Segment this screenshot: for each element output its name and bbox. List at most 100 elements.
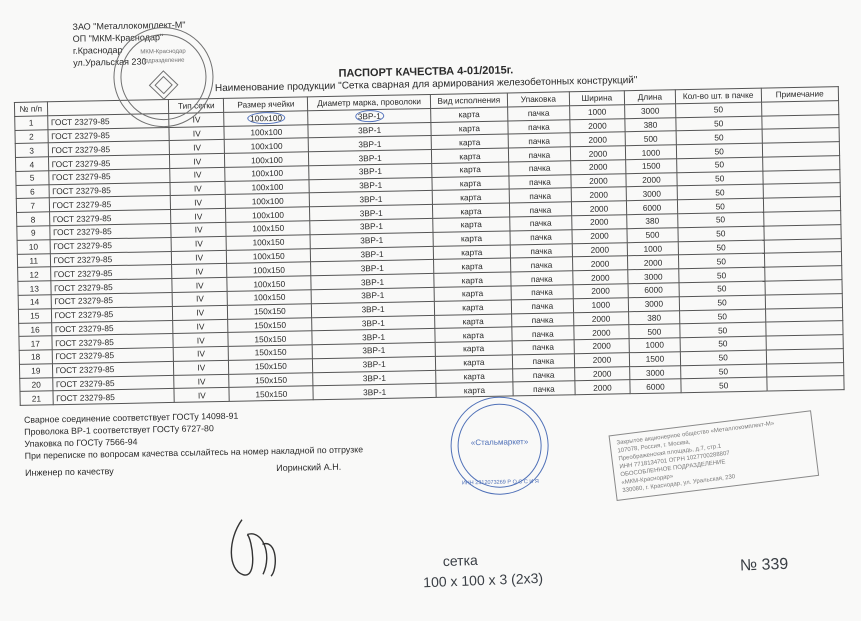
table-cell: 9 — [17, 226, 50, 240]
table-cell: 2000 — [626, 172, 677, 187]
table-cell: карта — [431, 148, 508, 163]
table-cell: 3ВР-1 — [313, 384, 436, 400]
table-cell: IV — [170, 167, 225, 182]
table-cell: карта — [432, 189, 509, 204]
table-cell: 10 — [17, 240, 50, 254]
table-cell: 2000 — [571, 173, 626, 188]
table-cell: 2000 — [573, 311, 628, 326]
table-cell: карта — [433, 231, 510, 246]
table-cell: пачка — [508, 133, 570, 148]
table-cell: 8 — [17, 212, 50, 226]
col-header: Примечание — [761, 87, 839, 102]
table-cell: карта — [431, 121, 508, 136]
table-cell: IV — [173, 319, 228, 334]
table-cell: пачка — [510, 230, 572, 245]
table-cell: 380 — [625, 117, 676, 132]
table-cell: 500 — [629, 324, 680, 339]
col-header: Тип сетки — [169, 98, 224, 113]
table-cell: 16 — [19, 322, 52, 336]
table-cell: ГОСТ 23279-85 — [53, 389, 175, 405]
table-cell: пачка — [510, 216, 572, 231]
table-cell — [766, 348, 844, 363]
table-cell — [761, 114, 839, 129]
table-cell: 1500 — [629, 352, 680, 367]
table-cell: карта — [432, 203, 509, 218]
table-cell: 2000 — [572, 256, 627, 271]
table-cell: карта — [436, 382, 513, 397]
table-cell: 2000 — [573, 270, 628, 285]
table-cell — [764, 238, 842, 253]
table-cell: 14 — [18, 295, 51, 309]
table-cell: 20 — [20, 377, 53, 391]
handwriting-1: сетка — [443, 552, 479, 569]
table-cell: 15 — [18, 309, 51, 323]
table-cell: 500 — [627, 228, 678, 243]
table-cell: пачка — [508, 106, 570, 121]
table-cell: карта — [434, 286, 511, 301]
table-cell: карта — [435, 369, 512, 384]
table-cell: 2 — [15, 129, 48, 143]
table-cell: 13 — [18, 281, 51, 295]
table-cell: пачка — [510, 243, 572, 258]
table-cell: IV — [174, 374, 229, 389]
table-cell: карта — [431, 134, 508, 149]
table-cell — [763, 197, 841, 212]
table-cell: карта — [432, 176, 509, 191]
table-cell: IV — [172, 264, 227, 279]
table-cell: 2000 — [573, 284, 628, 299]
table-cell: 500 — [625, 131, 676, 146]
table-cell: 3000 — [625, 104, 676, 119]
table-cell: 6000 — [628, 283, 679, 298]
table-cell: карта — [434, 313, 511, 328]
table-cell: карта — [432, 162, 509, 177]
table-cell: пачка — [509, 202, 571, 217]
table-cell: 2000 — [570, 146, 625, 161]
table-cell — [762, 142, 840, 157]
table-cell: 2000 — [570, 118, 625, 133]
table-cell: 18 — [19, 350, 52, 364]
table-cell: 21 — [20, 391, 53, 405]
table-cell: 3 — [15, 143, 48, 157]
table-cell — [765, 307, 843, 322]
table-cell: 3000 — [626, 186, 677, 201]
table-cell: IV — [170, 154, 225, 169]
table-cell: пачка — [512, 312, 574, 327]
table-cell: IV — [172, 305, 227, 320]
table-cell: 380 — [627, 214, 678, 229]
table-cell — [764, 252, 842, 267]
table-cell: 2000 — [574, 339, 629, 354]
table-cell: 2000 — [574, 353, 629, 368]
table-cell: IV — [170, 195, 225, 210]
table-cell: IV — [169, 126, 224, 141]
table-cell: 19 — [19, 364, 52, 378]
table-cell: IV — [174, 360, 229, 375]
table-cell: карта — [430, 107, 507, 122]
table-cell: пачка — [513, 367, 575, 382]
table-cell — [766, 362, 844, 377]
col-header: Вид исполнения — [430, 93, 507, 108]
table-cell: пачка — [509, 174, 571, 189]
table-cell: IV — [174, 388, 229, 403]
table-cell: 150х150 — [229, 386, 313, 401]
table-cell: 1000 — [569, 105, 624, 120]
table-cell: пачка — [508, 119, 570, 134]
table-cell: 2000 — [570, 160, 625, 175]
table-cell: IV — [173, 346, 228, 361]
table-cell — [765, 293, 843, 308]
quality-table: № п/пТип сеткиРазмер ячейкиДиаметр марка… — [14, 86, 845, 406]
stamp-center-ring: ИНН 2312073269 Р О С С И Я — [452, 479, 548, 487]
table-cell: пачка — [509, 161, 571, 176]
table-cell: 1000 — [627, 241, 678, 256]
handwriting-3: № 339 — [739, 556, 788, 576]
table-cell: карта — [434, 300, 511, 315]
table-cell: 1500 — [626, 159, 677, 174]
table-cell — [766, 376, 844, 391]
table-cell: 2000 — [572, 215, 627, 230]
table-cell: 2000 — [570, 132, 625, 147]
table-cell: карта — [435, 327, 512, 342]
table-cell: IV — [171, 222, 226, 237]
table-cell — [763, 224, 841, 239]
table-cell: 1000 — [629, 338, 680, 353]
table-cell: пачка — [511, 271, 573, 286]
table-cell — [765, 280, 843, 295]
